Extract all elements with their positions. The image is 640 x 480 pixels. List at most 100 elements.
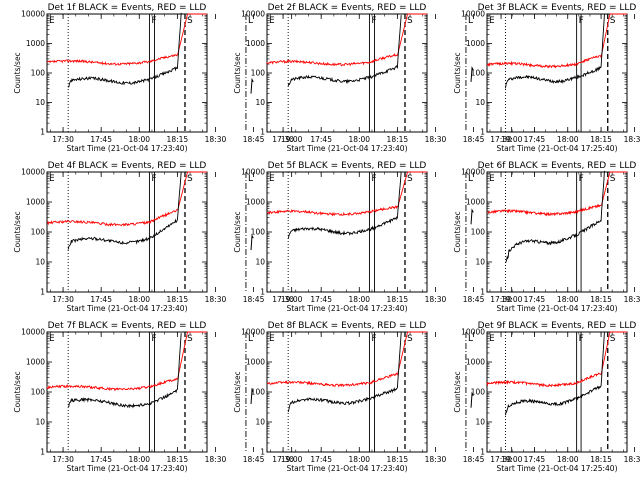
lld-series-line: [46, 13, 207, 66]
y-axis-label: Counts/sec: [13, 52, 22, 93]
y-tick-label: 10000: [241, 168, 265, 177]
marker-label-L: L: [248, 334, 253, 344]
x-tick-label: 17:45: [90, 295, 112, 304]
marker-label-S: S: [407, 174, 413, 184]
x-tick-label: 17:30: [490, 455, 512, 464]
y-tick-label: 10000: [461, 168, 485, 177]
x-tick-label: 17:30: [490, 135, 512, 144]
x-tick-label: 18:45: [243, 295, 265, 304]
x-tick-label: 18:30: [205, 135, 227, 144]
x-tick-label: 18:15: [590, 295, 612, 304]
panel-title: Det 2f BLACK = Events, RED = LLD: [268, 3, 427, 13]
y-tick-label: 1: [40, 288, 45, 297]
panel-title: Det 6f BLACK = Events, RED = LLD: [478, 161, 637, 171]
y-tick-label: 1000: [246, 198, 265, 207]
y-tick-label: 1000: [466, 198, 485, 207]
marker-label-S: S: [187, 174, 193, 184]
y-tick-label: 1: [40, 128, 45, 137]
x-tick-label: 18:15: [590, 135, 612, 144]
events-series-line: [68, 333, 182, 409]
marker-label-E: E: [49, 16, 55, 26]
y-axis-label: Counts/sec: [453, 52, 462, 93]
marker-label-S: S: [187, 334, 193, 344]
y-tick-label: 100: [251, 388, 266, 397]
y-tick-label: 10000: [461, 328, 485, 337]
events-tail-line: [250, 233, 254, 251]
events-tail-line: [470, 208, 474, 225]
y-axis-label: Counts/sec: [233, 52, 242, 93]
x-tick-label: 18:00: [557, 295, 579, 304]
y-tick-label: 10000: [21, 10, 45, 19]
marker-label-S: S: [610, 334, 616, 344]
events-tail-line: [250, 387, 254, 404]
y-tick-label: 100: [31, 228, 46, 237]
x-tick-label: 18:45: [463, 455, 485, 464]
x-axis-label: Start Time (21-Oct-04 17:23:40): [66, 464, 187, 473]
marker-label-S: S: [407, 334, 413, 344]
x-tick-label: 19:00: [501, 455, 523, 464]
x-tick-label: 18:30: [624, 455, 640, 464]
panel-title: Det 4f BLACK = Events, RED = LLD: [48, 161, 207, 171]
x-tick-label: 18:30: [425, 135, 447, 144]
lld-series-line: [486, 331, 627, 388]
marker-label-F: F: [151, 174, 156, 184]
y-tick-label: 10000: [241, 10, 265, 19]
y-tick-label: 10: [255, 258, 265, 267]
x-tick-label: 17:45: [524, 135, 546, 144]
x-tick-label: 18:30: [425, 295, 447, 304]
x-tick-label: 18:00: [348, 295, 370, 304]
panel-title: Det 1f BLACK = Events, RED = LLD: [48, 3, 207, 13]
x-tick-label: 19:00: [501, 135, 523, 144]
y-tick-label: 10: [475, 258, 485, 267]
panel-5: Det 5f BLACK = Events, RED = LLD 1 10 100 10…: [233, 161, 523, 313]
marker-label-E: E: [269, 334, 275, 344]
y-axis-label: Counts/sec: [453, 211, 462, 252]
x-axis-label: Start Time (21-Oct-04 17:25:40): [496, 464, 617, 473]
lld-series-line: [486, 13, 627, 69]
y-axis-label: Counts/sec: [13, 211, 22, 252]
panel-7: Det 7f BLACK = Events, RED = LLD 1 10 100 10…: [13, 321, 303, 473]
x-tick-label: 18:15: [387, 135, 409, 144]
x-tick-label: 17:45: [524, 295, 546, 304]
x-tick-label: 18:15: [167, 295, 189, 304]
marker-label-E: E: [49, 174, 55, 184]
lld-series-line: [46, 331, 207, 392]
x-tick-label: 18:15: [387, 455, 409, 464]
y-tick-label: 1000: [466, 39, 485, 48]
plot-frame: [486, 171, 628, 293]
x-axis-label: Start Time (21-Oct-04 17:23:40): [66, 304, 187, 313]
marker-label-L: L: [468, 174, 473, 184]
x-axis-label: Start Time (21-Oct-04 17:23:40): [286, 304, 407, 313]
x-tick-label: 17:30: [52, 295, 74, 304]
x-tick-label: 17:45: [310, 295, 332, 304]
marker-label-S: S: [610, 174, 616, 184]
marker-label-E: E: [269, 16, 275, 26]
x-tick-label: 17:45: [90, 455, 112, 464]
y-tick-label: 1000: [246, 358, 265, 367]
y-axis-label: Counts/sec: [233, 371, 242, 412]
panel-title: Det 9f BLACK = Events, RED = LLD: [478, 321, 637, 331]
y-tick-label: 10000: [461, 10, 485, 19]
x-tick-label: 18:45: [463, 295, 485, 304]
y-tick-label: 1: [480, 288, 485, 297]
y-tick-label: 10: [35, 258, 45, 267]
y-tick-label: 1: [260, 128, 265, 137]
panel-2: Det 2f BLACK = Events, RED = LLD 1 10 100 10…: [233, 3, 523, 153]
y-tick-label: 10000: [21, 328, 45, 337]
y-tick-label: 1000: [466, 358, 485, 367]
lld-series-line: [266, 171, 427, 217]
x-tick-label: 18:30: [624, 135, 640, 144]
y-axis-label: Counts/sec: [13, 371, 22, 412]
events-tail-line: [250, 77, 254, 94]
panel-title: Det 3f BLACK = Events, RED = LLD: [478, 3, 637, 13]
marker-label-E: E: [49, 334, 55, 344]
x-tick-label: 18:45: [243, 135, 265, 144]
x-tick-label: 18:00: [128, 295, 150, 304]
x-tick-label: 17:30: [490, 295, 512, 304]
x-tick-label: 17:30: [52, 135, 74, 144]
y-tick-label: 100: [251, 228, 266, 237]
marker-label-F: F: [151, 334, 156, 344]
x-tick-label: 19:00: [281, 455, 303, 464]
lld-series-line: [266, 331, 427, 388]
y-tick-label: 10: [35, 418, 45, 427]
